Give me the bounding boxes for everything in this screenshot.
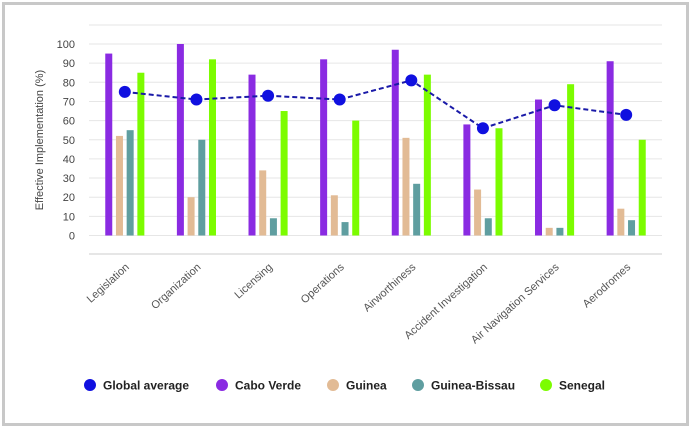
bar-senegal[interactable] [567,84,575,236]
bar-guinea[interactable] [259,170,267,236]
legend-marker-cabo-verde [216,379,228,391]
legend-marker-global-average [84,379,96,391]
bar-cabo-verde[interactable] [391,49,399,236]
bar-senegal[interactable] [208,59,216,236]
bar-guinea-bissau[interactable] [628,220,636,236]
y-tick-label: 60 [63,116,75,128]
y-tick-label: 50 [63,135,75,147]
y-tick-label: 70 [63,96,75,108]
bar-cabo-verde[interactable] [606,61,614,236]
y-tick-label: 20 [63,192,75,204]
global-average-point[interactable] [476,122,489,135]
global-average-point[interactable] [190,93,203,106]
bar-cabo-verde[interactable] [535,99,543,236]
y-tick-label: 0 [69,231,75,243]
legend-marker-senegal [540,379,552,391]
bar-senegal[interactable] [423,74,431,236]
global-average-point[interactable] [548,99,561,112]
bar-guinea[interactable] [545,227,553,236]
bar-senegal[interactable] [280,111,288,236]
bar-guinea-bissau[interactable] [556,227,564,236]
x-tick-label: Legislation [85,261,132,305]
x-tick-label: Operations [299,261,347,306]
bar-cabo-verde[interactable] [248,74,256,236]
global-average-point[interactable] [262,89,275,102]
y-axis-label: Effective Implementation (%) [34,70,46,210]
legend-label-guinea[interactable]: Guinea [346,379,387,393]
bar-cabo-verde[interactable] [105,53,113,236]
bar-guinea-bissau[interactable] [198,139,206,236]
bar-guinea[interactable] [402,137,410,236]
global-average-point[interactable] [118,85,131,98]
x-tick-label: Licensing [232,261,275,301]
y-tick-label: 90 [63,58,75,70]
y-tick-label: 100 [57,39,75,51]
legend-marker-guinea [327,379,339,391]
bar-senegal[interactable] [495,128,503,236]
y-tick-label: 80 [63,77,75,89]
global-average-point[interactable] [405,74,418,87]
bar-senegal[interactable] [638,139,646,236]
y-tick-label: 40 [63,154,75,166]
global-average-point[interactable] [333,93,346,106]
bar-guinea[interactable] [187,197,195,236]
bar-guinea-bissau[interactable] [269,218,277,236]
legend-label-guinea-bissau[interactable]: Guinea-Bissau [431,379,515,393]
bar-guinea-bissau[interactable] [341,222,349,236]
x-tick-label: Organization [149,261,203,312]
legend-label-senegal[interactable]: Senegal [559,379,605,393]
bar-guinea-bissau[interactable] [484,218,492,236]
bar-guinea-bissau[interactable] [413,183,421,236]
bar-guinea[interactable] [617,208,625,236]
bar-guinea[interactable] [115,135,123,236]
legend-marker-guinea-bissau [412,379,424,391]
bar-senegal[interactable] [137,72,145,236]
legend-label-global-average[interactable]: Global average [103,379,189,393]
x-tick-label: Aerodromes [581,261,634,310]
bar-cabo-verde[interactable] [320,59,328,236]
bar-cabo-verde[interactable] [176,44,184,236]
bar-senegal[interactable] [352,120,360,236]
y-tick-label: 10 [63,211,75,223]
global-average-line [124,79,627,130]
bar-guinea-bissau[interactable] [126,130,134,236]
bar-cabo-verde[interactable] [463,124,471,236]
bar-guinea[interactable] [330,195,338,236]
x-tick-label: Airworthiness [361,261,418,314]
bar-guinea[interactable] [474,189,482,236]
legend-label-cabo-verde[interactable]: Cabo Verde [235,379,301,393]
global-average-point[interactable] [620,108,633,121]
y-tick-label: 30 [63,173,75,185]
